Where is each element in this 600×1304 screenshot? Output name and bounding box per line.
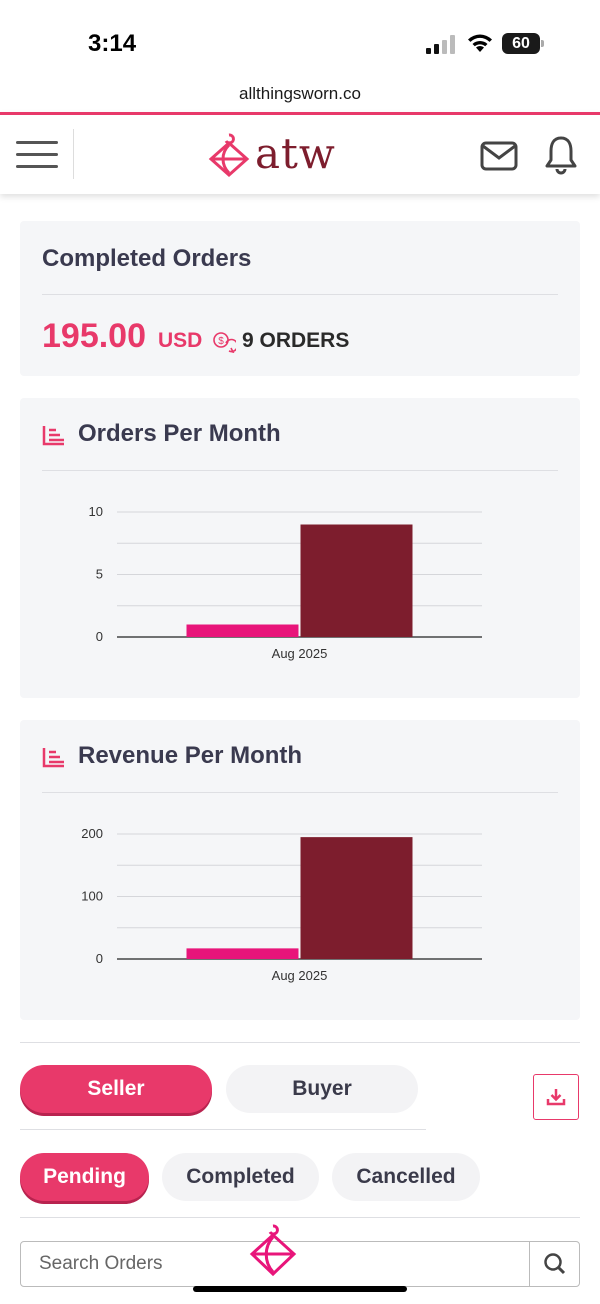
hanger-bow-logo-icon xyxy=(208,133,250,178)
bar xyxy=(300,837,413,959)
status-time: 3:14 xyxy=(88,30,137,57)
site-header: atw xyxy=(0,112,600,194)
money-chat-icon: $ xyxy=(213,332,236,353)
section-divider xyxy=(20,1217,580,1218)
url-bar[interactable]: allthingsworn.co xyxy=(239,84,361,103)
bell-icon[interactable] xyxy=(544,135,578,175)
buyer-tab[interactable]: Buyer xyxy=(226,1065,418,1113)
section-divider xyxy=(20,1042,580,1043)
card-divider xyxy=(42,470,558,471)
home-indicator xyxy=(193,1286,407,1292)
completed-tab[interactable]: Completed xyxy=(162,1153,319,1201)
search-box xyxy=(20,1241,580,1287)
y-tick-label: 0 xyxy=(96,629,103,644)
site-logo[interactable]: atw xyxy=(205,127,355,183)
cancelled-tab[interactable]: Cancelled xyxy=(332,1153,480,1201)
floating-hanger-logo-icon[interactable] xyxy=(246,1222,300,1278)
revenue-per-month-card: Revenue Per Month 0 100 200 Aug 2025 xyxy=(20,720,580,1020)
download-button[interactable] xyxy=(533,1074,579,1120)
search-input[interactable] xyxy=(21,1242,527,1286)
logo-text: atw xyxy=(255,129,336,178)
y-tick-label: 0 xyxy=(96,951,103,966)
bar-chart-icon xyxy=(42,426,64,446)
orders-per-month-card: Orders Per Month 0 5 10 Aug 2025 xyxy=(20,398,580,698)
battery-level: 60 xyxy=(512,35,530,52)
wifi-icon xyxy=(468,34,492,52)
bar xyxy=(186,948,299,959)
download-icon xyxy=(546,1089,566,1106)
completed-orders-card: Completed Orders 195.00 USD $ 9 ORDERS xyxy=(20,221,580,376)
x-tick-label: Aug 2025 xyxy=(272,968,328,983)
y-tick-label: 5 xyxy=(96,567,103,582)
y-tick-label: 200 xyxy=(81,826,103,841)
completed-orders-title: Completed Orders xyxy=(42,245,252,272)
hamburger-menu-icon[interactable] xyxy=(16,137,58,171)
card-divider xyxy=(42,792,558,793)
currency-label: USD xyxy=(158,329,203,352)
search-button[interactable] xyxy=(529,1242,580,1286)
card-divider xyxy=(42,294,558,295)
y-tick-label: 100 xyxy=(81,889,103,904)
header-divider xyxy=(73,129,74,179)
orders-count: 9 ORDERS xyxy=(242,329,350,352)
pending-tab[interactable]: Pending xyxy=(20,1153,149,1201)
bar xyxy=(186,624,299,637)
y-tick-label: 10 xyxy=(89,504,103,519)
mail-icon[interactable] xyxy=(480,141,518,171)
orders-per-month-chart: 0 5 10 Aug 2025 xyxy=(89,504,482,661)
search-icon xyxy=(544,1253,566,1275)
status-bar: 3:14 60 xyxy=(0,0,600,80)
battery-icon: 60 xyxy=(502,33,544,54)
bar xyxy=(300,524,413,637)
x-tick-label: Aug 2025 xyxy=(272,646,328,661)
seller-tab[interactable]: Seller xyxy=(20,1065,212,1113)
chart-title: Revenue Per Month xyxy=(78,742,303,769)
revenue-per-month-chart: 0 100 200 Aug 2025 xyxy=(81,826,482,983)
bar-chart-icon xyxy=(42,748,64,768)
cellular-signal-icon xyxy=(426,34,456,54)
completed-amount: 195.00 xyxy=(42,317,146,355)
chart-title: Orders Per Month xyxy=(78,420,281,447)
svg-text:$: $ xyxy=(218,336,224,347)
section-divider xyxy=(20,1129,426,1130)
